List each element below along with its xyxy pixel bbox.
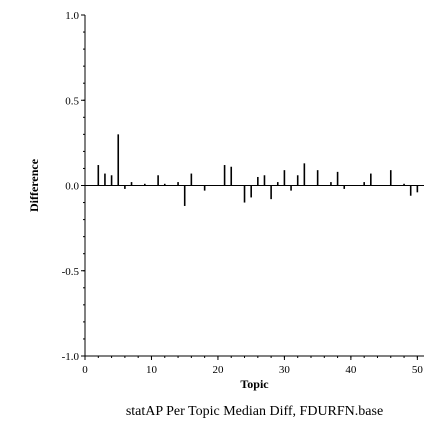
x-tick-label: 30 <box>279 364 291 376</box>
y-tick-label: 0.0 <box>65 181 79 193</box>
y-tick-label: 1.0 <box>65 10 79 22</box>
bars-group <box>97 134 419 206</box>
axes-group <box>84 15 424 357</box>
y-tick-label: -0.5 <box>62 266 80 278</box>
y-tick-label: -1.0 <box>62 351 80 363</box>
x-axis-label: Topic <box>240 377 269 391</box>
x-tick-label: 20 <box>212 364 224 376</box>
chart-caption: statAP Per Topic Median Diff, FDURFN.bas… <box>126 404 383 419</box>
x-tick-label: 50 <box>412 364 424 376</box>
x-tick-label: 40 <box>345 364 357 376</box>
ticks-group: 1.0 0.5 0.0 -0.5 -1.00 10 20 30 40 50 <box>62 10 424 376</box>
x-tick-label: 0 <box>82 364 88 376</box>
y-axis-label: Difference <box>27 158 41 212</box>
y-tick-label: 0.5 <box>65 95 79 107</box>
x-tick-label: 10 <box>146 364 158 376</box>
